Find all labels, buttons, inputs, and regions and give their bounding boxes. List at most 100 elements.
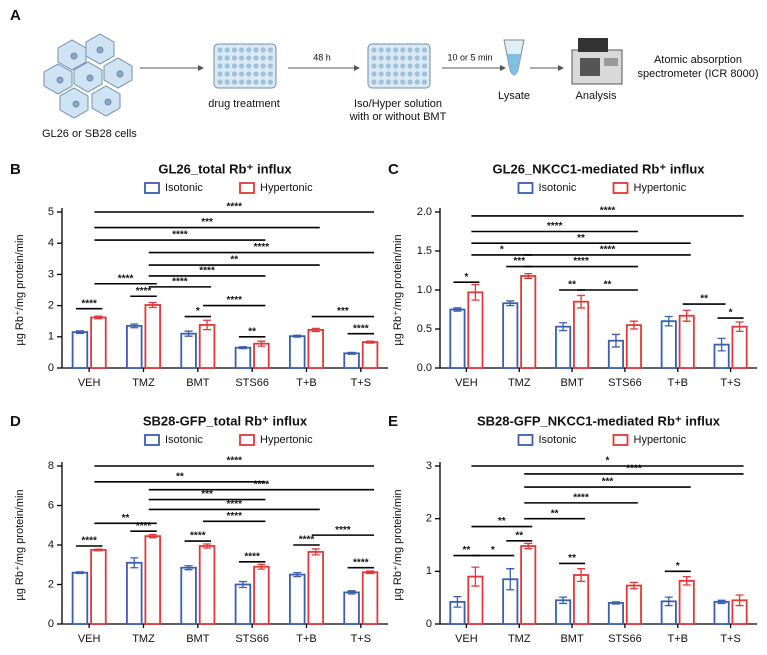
bar — [144, 304, 161, 369]
bar — [520, 275, 537, 369]
y-tick-label: 0 — [426, 618, 432, 630]
well — [371, 79, 377, 85]
x-tick-label: VEH — [455, 377, 478, 389]
well — [400, 79, 406, 85]
error-bar — [471, 566, 480, 587]
x-tick-label: T+S — [720, 377, 740, 389]
panel-letter: A — [10, 7, 21, 24]
well — [260, 79, 266, 85]
x-tick-label: VEH — [78, 377, 101, 389]
treatment-label: drug treatment — [208, 98, 280, 110]
well — [407, 55, 413, 61]
significance-label: **** — [81, 536, 97, 547]
significance-label: **** — [244, 551, 260, 562]
well — [239, 55, 245, 61]
x-tick-label: T+S — [351, 377, 371, 389]
well — [414, 55, 420, 61]
error-bar — [75, 330, 84, 335]
significance-label: * — [196, 306, 200, 317]
legend-swatch — [239, 182, 255, 194]
error-bar — [184, 565, 193, 571]
well — [246, 63, 252, 69]
well — [246, 79, 252, 85]
error-bar — [471, 283, 480, 301]
bar — [307, 329, 324, 369]
significance-label: *** — [513, 256, 525, 267]
error-bar — [347, 351, 356, 355]
error-bar — [559, 322, 568, 332]
x-tick-label: BMT — [186, 377, 210, 389]
y-tick-label: 4 — [48, 539, 54, 551]
chart-title: GL26_NKCC1-mediated Rb⁺ influx — [492, 161, 705, 176]
well — [246, 47, 252, 53]
well — [231, 55, 237, 61]
well — [224, 79, 230, 85]
panel-a: A GL26 or SB28 cells drug treatment 48 h… — [10, 7, 759, 140]
error-bar — [311, 327, 320, 333]
significance-label: **** — [226, 499, 242, 510]
error-bar — [735, 594, 744, 607]
error-bar — [629, 320, 638, 330]
legend-label: Isotonic — [165, 434, 203, 446]
significance-label: * — [500, 245, 504, 256]
well — [217, 71, 223, 77]
bar — [144, 535, 161, 625]
well — [393, 71, 399, 77]
y-tick-label: 1 — [48, 331, 54, 343]
significance-label: **** — [226, 511, 242, 522]
bar — [555, 325, 572, 369]
x-tick-label: T+S — [720, 633, 740, 645]
well — [400, 63, 406, 69]
significance-label: ** — [604, 280, 612, 291]
error-bar — [559, 596, 568, 605]
well — [217, 79, 223, 85]
well — [407, 71, 413, 77]
bar — [253, 342, 270, 369]
well — [231, 47, 237, 53]
bar — [289, 573, 306, 625]
significance-label: ** — [498, 516, 506, 527]
error-bar — [257, 340, 266, 347]
panel-letter: D — [10, 413, 21, 430]
bar — [90, 316, 107, 369]
error-bar — [366, 340, 375, 344]
bar — [71, 331, 89, 369]
significance-label: **** — [573, 256, 589, 267]
y-tick-label: 0 — [48, 618, 54, 630]
well — [267, 71, 273, 77]
error-bar — [293, 572, 302, 578]
well — [400, 71, 406, 77]
y-axis-label: µg Rb⁺/mg protein/min — [14, 489, 26, 600]
bar — [253, 565, 270, 625]
well — [414, 71, 420, 77]
well — [385, 71, 391, 77]
error-bar — [293, 334, 302, 338]
error-bar — [238, 346, 247, 350]
x-tick-label: STS66 — [608, 633, 642, 645]
well-plate — [367, 43, 431, 89]
significance-label: **** — [226, 202, 242, 213]
well — [393, 47, 399, 53]
well — [239, 47, 245, 53]
bar — [660, 320, 677, 369]
well — [378, 79, 384, 85]
bar — [289, 335, 306, 369]
bar — [713, 600, 730, 625]
x-tick-label: VEH — [455, 633, 478, 645]
well — [385, 63, 391, 69]
well — [231, 79, 237, 85]
arrow-head — [558, 65, 564, 71]
well — [253, 71, 259, 77]
significance-label: **** — [573, 493, 589, 504]
y-tick-label: 5 — [48, 206, 54, 218]
x-tick-label: BMT — [560, 377, 584, 389]
bar — [90, 549, 107, 625]
well — [267, 79, 273, 85]
panel-letter: C — [388, 161, 399, 178]
significance-label: ** — [176, 471, 184, 482]
error-bar — [453, 307, 462, 312]
significance-label: **** — [353, 323, 369, 334]
significance-label: **** — [299, 535, 315, 546]
x-tick-label: STS66 — [235, 377, 269, 389]
lysate-label: Lysate — [498, 90, 530, 102]
